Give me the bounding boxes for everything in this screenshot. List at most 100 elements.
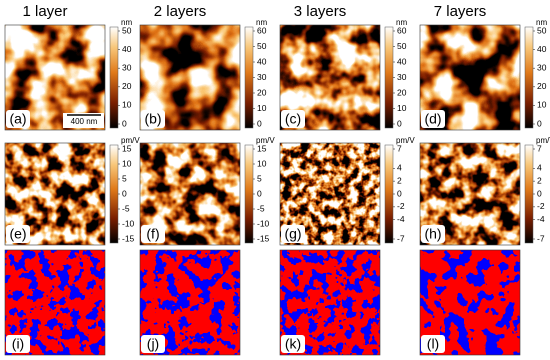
colorbar — [109, 26, 119, 129]
colorbar-tick-label: -7 — [397, 233, 405, 243]
colorbar-tick-label: 5 — [122, 173, 127, 183]
image-border — [419, 24, 521, 131]
colorbar — [109, 144, 119, 244]
panel-label: (c) — [285, 111, 301, 127]
colorbar-tick-label: 40 — [257, 56, 267, 66]
label-box — [141, 335, 165, 353]
panel-label: (h) — [424, 226, 441, 242]
colorbar — [524, 26, 534, 129]
colorbar-tick-label: 20 — [397, 87, 407, 97]
label-box — [281, 110, 305, 128]
colorbar-tick-label: 0 — [397, 118, 402, 128]
colorbar-unit: nm — [396, 18, 407, 27]
colorbar-tick-label: 15 — [122, 143, 132, 153]
colorbar-tick-label: 15 — [257, 143, 267, 153]
colorbar-tick-label: 50 — [537, 25, 547, 35]
label-box — [6, 110, 30, 128]
colorbar-tick-label: 2 — [537, 175, 542, 185]
panel-label: (g) — [284, 226, 301, 242]
column-title: 2 layers — [154, 3, 207, 20]
colorbar-tick-label: -7 — [537, 233, 545, 243]
colorbar — [524, 144, 534, 244]
image-border — [419, 249, 521, 356]
colorbar-tick-label: -10 — [122, 218, 135, 228]
colorbar-tick-label: 30 — [257, 72, 267, 82]
colorbar-tick-label: 40 — [122, 44, 132, 54]
panel-label: (a) — [9, 111, 26, 127]
colorbar-tick-label: 20 — [122, 81, 132, 91]
colorbar-tick-label: 0 — [257, 188, 262, 198]
colorbar-unit: pm/V — [536, 136, 550, 145]
image-border — [279, 142, 381, 246]
colorbar-tick-label: -4 — [397, 214, 405, 224]
colorbar-tick-label: 0 — [122, 118, 127, 128]
image-border — [139, 24, 241, 131]
label-box — [421, 335, 445, 353]
colorbar — [244, 26, 254, 129]
colorbar-unit: nm — [536, 18, 547, 27]
colorbar-tick-label: 10 — [257, 103, 267, 113]
label-box — [141, 225, 165, 243]
colorbar-tick-label: 2 — [397, 175, 402, 185]
colorbar-tick-label: 0 — [257, 118, 262, 128]
colorbar-tick-label: 10 — [122, 158, 132, 168]
panel-label: (i) — [12, 336, 24, 352]
colorbar-tick-label: 10 — [122, 100, 132, 110]
scale-bar-label: 400 nm — [71, 117, 98, 126]
label-box — [421, 225, 445, 243]
colorbar — [384, 26, 394, 129]
column-title: 1 layer — [22, 3, 67, 20]
colorbar-tick-label: 10 — [397, 103, 407, 113]
colorbar-tick-label: 50 — [397, 41, 407, 51]
colorbar — [384, 144, 394, 244]
colorbar-tick-label: 20 — [257, 87, 267, 97]
panel-label: (d) — [424, 111, 441, 127]
image-border — [419, 142, 521, 246]
colorbar-unit: pm/V — [121, 136, 140, 145]
image-border — [4, 142, 106, 246]
colorbar-tick-label: -5 — [122, 203, 130, 213]
colorbar-tick-label: 30 — [537, 62, 547, 72]
label-box — [6, 335, 30, 353]
colorbar-tick-label: -2 — [537, 201, 545, 211]
colorbar-tick-label: 7 — [537, 143, 542, 153]
column-title: 7 layers — [434, 3, 487, 20]
label-box — [281, 335, 305, 353]
colorbar-tick-label: 0 — [537, 118, 542, 128]
colorbar-tick-label: 50 — [122, 25, 132, 35]
image-border — [4, 249, 106, 356]
colorbar-tick-label: 60 — [257, 25, 267, 35]
colorbar-tick-label: -10 — [257, 218, 270, 228]
colorbar-tick-label: 20 — [537, 81, 547, 91]
colorbar-unit: nm — [256, 18, 267, 27]
label-box — [6, 225, 30, 243]
colorbar — [244, 144, 254, 244]
panel-label: (e) — [9, 226, 26, 242]
label-box — [141, 110, 165, 128]
colorbar-tick-label: 60 — [397, 25, 407, 35]
colorbar-tick-label: 4 — [537, 163, 542, 173]
colorbar-tick-label: 40 — [397, 56, 407, 66]
colorbar-tick-label: 10 — [537, 100, 547, 110]
image-border — [279, 24, 381, 131]
colorbar-tick-label: -15 — [257, 233, 270, 243]
colorbar-tick-label: 0 — [537, 188, 542, 198]
image-border — [279, 249, 381, 356]
label-box — [421, 110, 445, 128]
colorbar-unit: nm — [121, 18, 132, 27]
panel-label: (l) — [427, 336, 439, 352]
panel-label: (j) — [147, 336, 159, 352]
colorbar-tick-label: 40 — [537, 44, 547, 54]
image-border — [139, 249, 241, 356]
panel-label: (b) — [144, 111, 161, 127]
colorbar-tick-label: -15 — [122, 233, 135, 243]
colorbar-tick-label: 10 — [257, 158, 267, 168]
colorbar-tick-label: 50 — [257, 41, 267, 51]
image-border — [139, 142, 241, 246]
colorbar-tick-label: 30 — [122, 62, 132, 72]
label-box — [281, 225, 305, 243]
colorbar-tick-label: 4 — [397, 163, 402, 173]
colorbar-unit: pm/V — [256, 136, 275, 145]
panel-label: (k) — [285, 336, 301, 352]
